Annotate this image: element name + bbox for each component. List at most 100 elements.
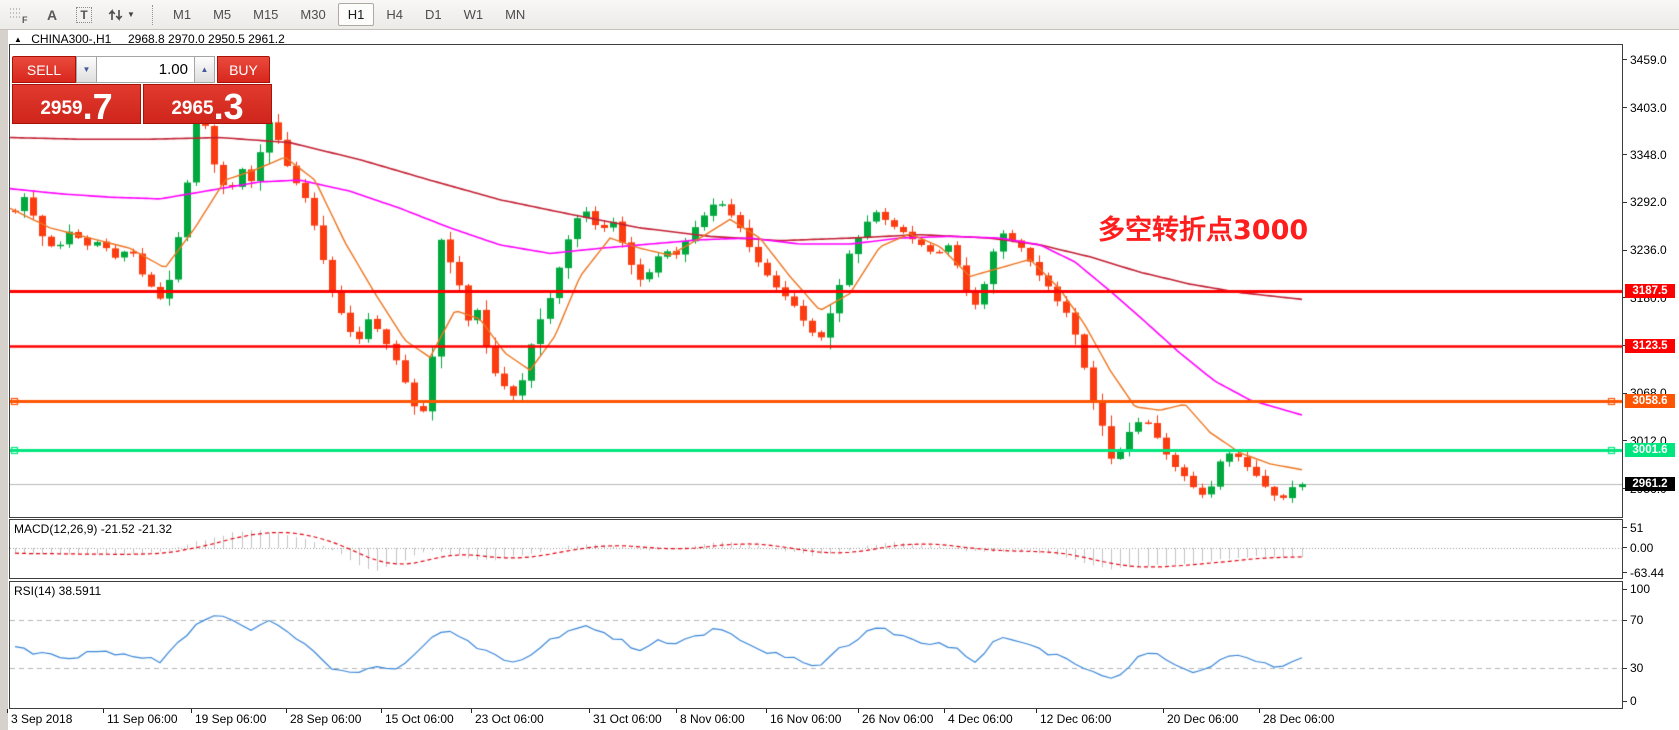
volume-input[interactable] [97, 56, 194, 83]
timeframe-button-mn[interactable]: MN [505, 6, 526, 22]
price-tick-mark [1623, 201, 1627, 203]
rsi-tick-mark [1623, 588, 1627, 590]
price-tick-mark [1623, 59, 1627, 61]
time-tick-label: 16 Nov 06:00 [770, 712, 842, 726]
time-tick-label: 20 Dec 06:00 [1167, 712, 1239, 726]
toolbar-separator [152, 4, 154, 25]
time-tick-mark [1259, 709, 1260, 713]
price-tick-label: 3459.0 [1630, 52, 1667, 67]
macd-pane [9, 519, 1623, 579]
chart-annotation-text: 多空转折点3000 [1098, 215, 1309, 246]
time-tick-label: 3 Sep 2018 [11, 712, 73, 726]
macd-tick-mark [1623, 527, 1627, 529]
text-box-icon[interactable]: T [71, 3, 97, 27]
main-chart-pane [9, 44, 1623, 518]
time-tick-label: 8 Nov 06:00 [680, 712, 745, 726]
rsi-tick-mark [1623, 700, 1627, 702]
tick-grid-f-icon[interactable]: F [7, 3, 33, 27]
time-tick-label: 15 Oct 06:00 [385, 712, 454, 726]
timeframe-button-group: M1 M5 M15 M30 H1 H4 D1 W1 MN [162, 2, 536, 26]
collapse-triangle-icon[interactable]: ▲ [14, 35, 22, 44]
toolbar: F A T ▼ M1 M5 M15 M30 H1 H4 D1 W1 MN [0, 0, 1679, 30]
time-tick-label: 23 Oct 06:00 [475, 712, 544, 726]
sell-price-fraction: .7 [82, 86, 113, 128]
sell-price-box[interactable]: 2959 .7 [12, 84, 141, 128]
time-tick-label: 28 Sep 06:00 [290, 712, 362, 726]
rsi-tick-mark [1623, 667, 1627, 669]
time-tick-mark [7, 709, 8, 713]
timeframe-button-m1[interactable]: M1 [173, 6, 192, 22]
time-tick-mark [381, 709, 382, 713]
timeframe-button-h1[interactable]: H1 [337, 2, 375, 26]
time-tick-label: 26 Nov 06:00 [862, 712, 934, 726]
letter-a-icon[interactable]: A [46, 6, 58, 23]
time-tick-mark [858, 709, 859, 713]
main-chart-canvas[interactable] [10, 45, 1622, 517]
price-tick-label: 3403.0 [1630, 100, 1667, 115]
macd-tick-label: 51 [1630, 520, 1644, 535]
time-tick-label: 31 Oct 06:00 [593, 712, 662, 726]
timeframe-button-h4[interactable]: H4 [386, 6, 403, 22]
timeframe-button-w1[interactable]: W1 [463, 6, 484, 22]
rsi-canvas[interactable] [10, 582, 1622, 708]
rsi-tick-label: 0 [1630, 694, 1637, 708]
price-axis[interactable]: 3459.03403.03348.03292.03236.03180.03124… [1623, 30, 1679, 730]
one-click-trade-panel: SELL ▼ ▲ BUY 2959 .7 2965 .3 [12, 56, 272, 128]
price-tick-label: 3292.0 [1630, 195, 1667, 210]
price-tick-label: 3348.0 [1630, 147, 1667, 162]
time-tick-label: 19 Sep 06:00 [195, 712, 267, 726]
time-tick-label: 12 Dec 06:00 [1040, 712, 1112, 726]
f-glyph: F [22, 15, 28, 24]
macd-canvas[interactable] [10, 520, 1622, 578]
sell-button[interactable]: SELL [12, 56, 76, 83]
time-tick-mark [944, 709, 945, 713]
volume-increase-button[interactable]: ▲ [194, 56, 215, 83]
price-line-badge: 3058.6 [1625, 394, 1675, 409]
volume-decrease-button[interactable]: ▼ [76, 56, 97, 83]
time-tick-label: 11 Sep 06:00 [107, 712, 178, 726]
macd-tick-label: 0.00 [1630, 540, 1654, 555]
time-tick-mark [286, 709, 287, 713]
price-tick-mark [1623, 107, 1627, 109]
arrows-tool-icon[interactable]: ▼ [103, 3, 139, 27]
dropdown-caret-icon: ▼ [127, 10, 135, 19]
buy-price-fraction: .3 [213, 86, 244, 128]
current-price-badge: 2961.2 [1625, 477, 1675, 492]
buy-button[interactable]: BUY [217, 56, 270, 83]
time-tick-mark [766, 709, 767, 713]
time-tick-mark [676, 709, 677, 713]
price-line-badge: 3001.6 [1625, 442, 1675, 457]
macd-tick-mark [1623, 572, 1627, 574]
chart-title: ▲ CHINA300-,H1 2968.8 2970.0 2950.5 2961… [14, 32, 285, 46]
timeframe-button-d1[interactable]: D1 [424, 6, 442, 22]
ohlc-values: 2968.8 2970.0 2950.5 2961.2 [127, 32, 285, 46]
sell-price-main: 2959 [40, 98, 83, 119]
timeframe-button-m30[interactable]: M30 [300, 6, 326, 22]
macd-tick-label: -63.44 [1630, 565, 1665, 580]
timeframe-button-m5[interactable]: M5 [213, 6, 232, 22]
price-line-badge: 3123.5 [1625, 338, 1675, 353]
price-line-badge: 3187.5 [1625, 284, 1675, 299]
price-tick-mark [1623, 392, 1627, 394]
buy-price-box[interactable]: 2965 .3 [143, 84, 272, 128]
rsi-tick-label: 70 [1630, 613, 1644, 628]
price-tick-label: 3236.0 [1630, 243, 1667, 258]
macd-label: MACD(12,26,9) -21.52 -21.32 [14, 522, 173, 536]
price-tick-mark [1623, 440, 1627, 442]
timeframe-button-m15[interactable]: M15 [253, 6, 279, 22]
rsi-label: RSI(14) 38.5911 [14, 584, 102, 598]
time-tick-mark [103, 709, 104, 713]
price-tick-mark [1623, 154, 1627, 156]
time-tick-mark [589, 709, 590, 713]
time-tick-mark [1163, 709, 1164, 713]
time-tick-mark [1036, 709, 1037, 713]
time-tick-label: 28 Dec 06:00 [1263, 712, 1335, 726]
symbol-period-label: CHINA300-,H1 [31, 32, 112, 46]
price-tick-mark [1623, 249, 1627, 251]
macd-tick-mark [1623, 547, 1627, 549]
buy-price-main: 2965 [171, 98, 214, 119]
time-tick-mark [191, 709, 192, 713]
rsi-tick-mark [1623, 619, 1627, 621]
time-tick-label: 4 Dec 06:00 [948, 712, 1013, 726]
